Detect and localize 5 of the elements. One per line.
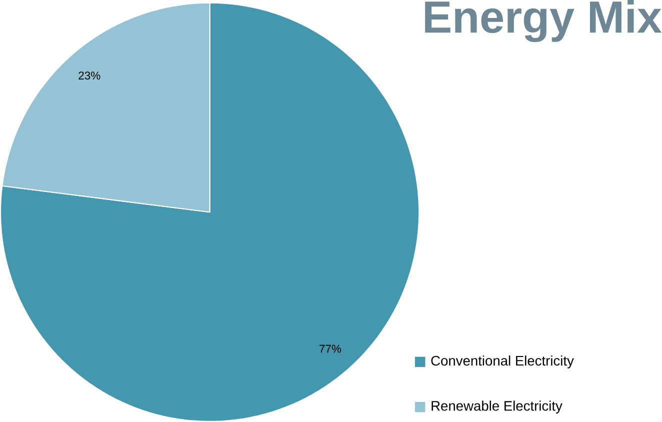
legend-label: Renewable Electricity — [432, 400, 562, 414]
chart-title: Energy Mix — [425, 0, 662, 42]
data-label: 23% — [78, 72, 100, 80]
legend-label: Conventional Electricity — [431, 356, 574, 368]
data-label: 77% — [320, 344, 342, 353]
